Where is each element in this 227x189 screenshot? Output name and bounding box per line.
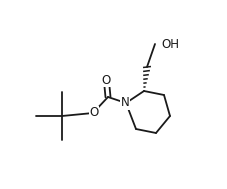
Text: N: N — [121, 97, 129, 109]
Text: O: O — [89, 106, 99, 119]
Text: OH: OH — [161, 37, 179, 50]
Text: O: O — [101, 74, 111, 87]
